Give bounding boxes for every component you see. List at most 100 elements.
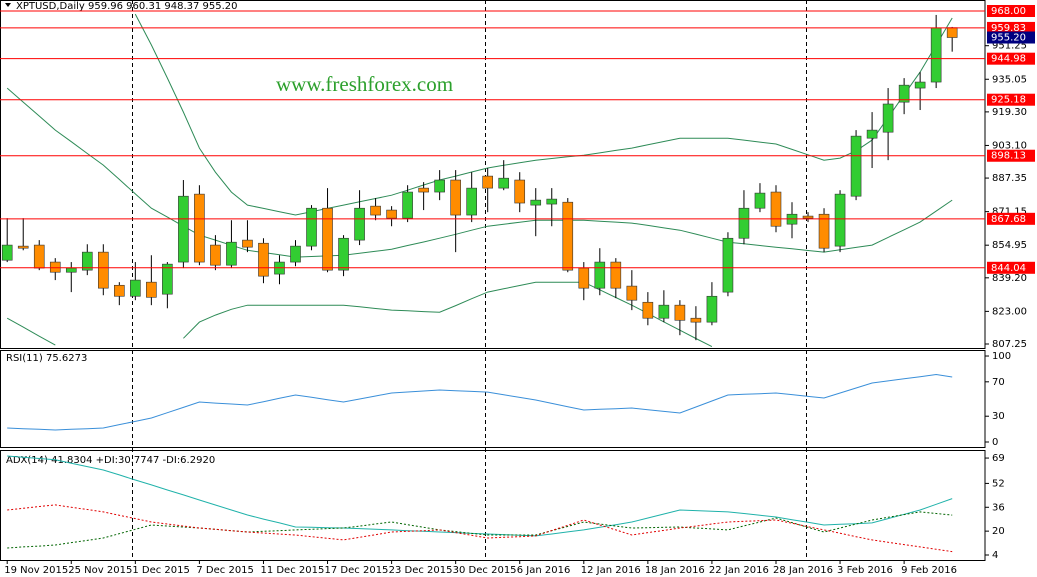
candle-body [162,263,173,295]
x-tick-label: 22 Jan 2016 [709,565,769,576]
x-tick-label: 30 Dec 2015 [453,565,517,576]
band-line [6,87,953,258]
y-tick-label: 0 [992,437,998,448]
x-tick-label: 3 Feb 2016 [837,565,893,576]
candle-body [114,284,125,297]
rsi-panel [0,350,986,448]
level-label: 898.13 [991,151,1026,162]
level-box [987,149,1035,162]
level-label: 959.83 [991,23,1026,34]
candle-body [530,199,542,206]
y-tick-label: 807.25 [992,339,1027,350]
candle-body [1,244,13,261]
candle-body [594,261,606,289]
candle-body [402,191,413,219]
candle-body [802,215,814,219]
candle-body [722,237,734,293]
x-tick-label: 6 Jan 2016 [517,565,571,576]
candle-body [626,285,638,301]
level-box [987,52,1035,65]
y-tick-label: 919.30 [992,107,1027,118]
y-tick-label: 30 [992,411,1005,422]
candle-body [658,304,670,319]
x-tick-label: 23 Dec 2015 [389,565,453,576]
candle-body [49,261,61,273]
y-tick-label: 52 [992,478,1005,489]
candle-body [546,198,558,205]
y-tick-label: 887.35 [992,173,1027,184]
rsi-title: RSI(11) 75.6273 [6,353,87,364]
candle-body [65,267,77,273]
candle-body [290,245,301,263]
y-tick-label: 903.10 [992,140,1027,151]
candle-body [882,103,894,133]
watermark: www.freshforex.com [276,72,453,96]
level-box [987,21,1035,34]
candle-body [898,84,910,103]
x-tick-label: 18 Jan 2016 [645,565,705,576]
candle-body [690,317,702,323]
candle-body [194,193,205,263]
y-tick-label: 100 [992,351,1011,362]
candle-body [738,207,750,239]
candle-body [450,179,461,216]
indicator-line [7,511,953,549]
candle-body [914,81,926,89]
level-label: 867.68 [991,214,1026,225]
level-label: 968.00 [991,6,1026,17]
y-tick-label: 4 [992,550,998,561]
candle-body [754,192,766,209]
candle-body [674,304,686,321]
adx-title: ADX(14) 41.8304 +DI:30.7747 -DI:6.2920 [6,455,215,466]
y-tick-label: 36 [992,502,1005,513]
x-tick-label: 28 Jan 2016 [773,565,833,576]
x-tick-label: 7 Dec 2015 [196,565,254,576]
month-separators [132,0,807,560]
candle-body [130,279,141,297]
candle-body [770,191,782,227]
candle-body [642,301,654,319]
last-price-label: 955.20 [991,33,1026,44]
candle-body [482,175,493,189]
level-label: 844.04 [991,263,1026,274]
candle-body [434,179,445,193]
candle-body [562,201,574,271]
candle-body [33,244,45,269]
candle-body [146,281,157,298]
candle-body [386,209,397,219]
x-tick-label: 9 Feb 2016 [901,565,957,576]
candle-body [226,241,237,266]
y-tick-label: 69 [992,453,1005,464]
candle-body [210,244,221,266]
candle-body [17,245,29,249]
x-tick-label: 25 Nov 2015 [68,565,132,576]
candle-body [610,261,622,289]
candle-body [706,295,718,323]
chart-title: XPTUSD,Daily 959.96 960.31 948.37 955.20 [16,1,238,12]
candle-body [834,193,846,247]
candle-body [866,129,878,139]
y-tick-label: 20 [992,526,1005,537]
y-tick-label: 951.25 [992,41,1027,52]
y-tick-label: 823.00 [992,306,1027,317]
last-price-box [987,31,1035,44]
indicator-line [7,373,953,431]
band-line [183,281,713,348]
candle-body [498,177,510,189]
level-box [987,261,1035,274]
candle-body [818,213,830,249]
level-box [987,212,1035,225]
candle-body [850,135,862,197]
indicator-line [7,455,953,537]
candle-body [418,187,429,193]
level-label: 925.18 [991,95,1026,106]
candle-body [354,207,365,241]
candle-body [930,27,942,83]
x-tick-label: 12 Jan 2016 [581,565,641,576]
level-label: 944.98 [991,54,1026,65]
level-box [987,4,1035,17]
y-tick-label: 839.20 [992,273,1027,284]
band-line [6,317,56,346]
